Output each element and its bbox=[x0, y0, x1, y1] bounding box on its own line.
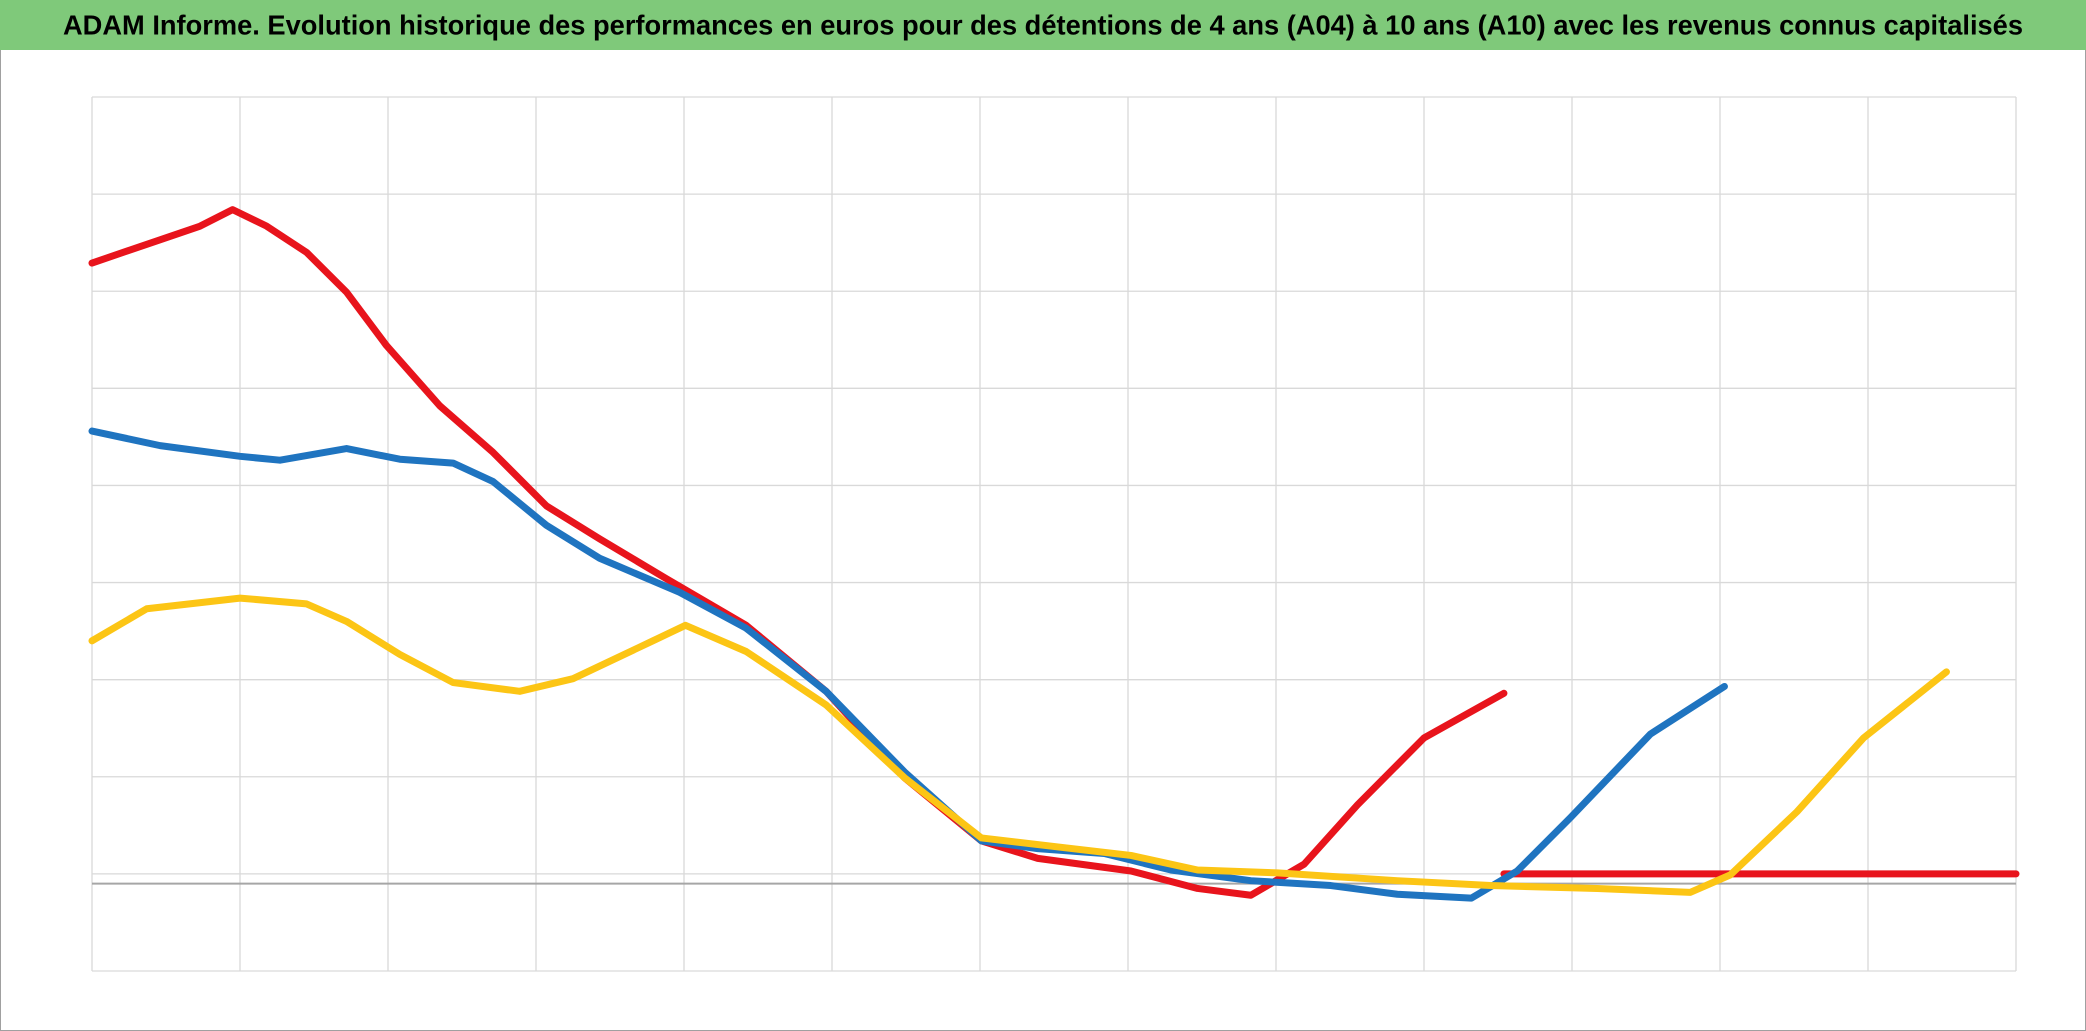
data-line bbox=[88, 206, 1508, 899]
chart-title: ADAM Informe. Evolution historique des p… bbox=[63, 9, 2023, 40]
data-line bbox=[88, 427, 1728, 902]
title-bar bbox=[0, 0, 2086, 50]
data-line bbox=[88, 594, 1950, 896]
